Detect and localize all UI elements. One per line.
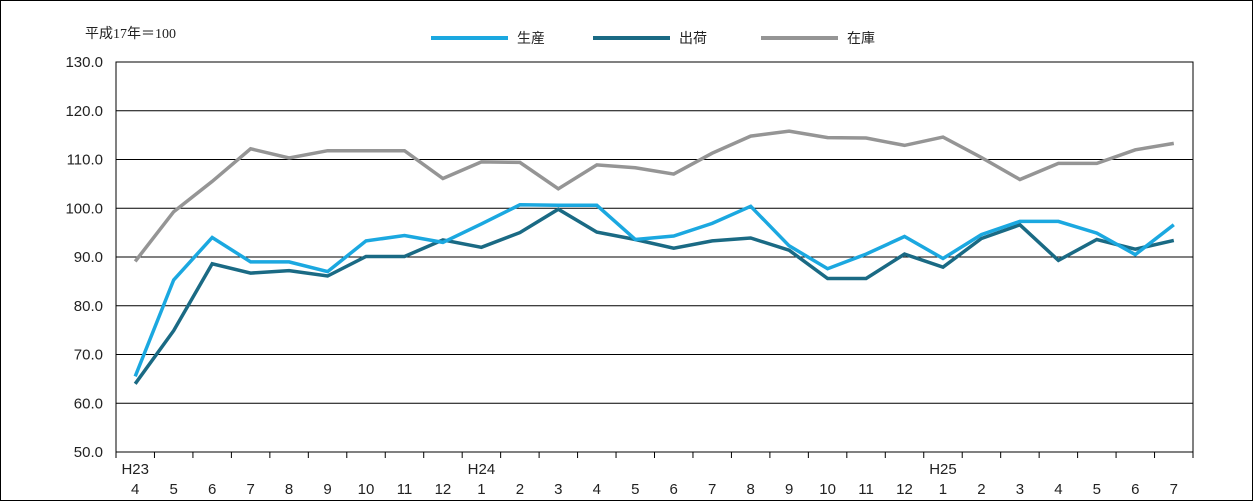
gridlines [116,110,1193,404]
x-tick-label: 6 [670,481,678,498]
x-tick-label: 7 [246,481,254,498]
x-tick-label: 3 [1016,481,1024,498]
x-tick-label: 5 [1093,481,1101,498]
legend-label: 出荷 [679,31,707,47]
x-tick-label: 1 [939,481,947,498]
x-tick-label: 10 [819,481,836,498]
series-line [133,203,1175,378]
plot-area [115,61,1194,453]
y-tick-label: 100.0 [65,200,103,217]
base-year-note: 平成17年＝100 [85,26,176,42]
x-tick-label: 1 [477,481,485,498]
series-lines [133,129,1175,385]
y-tick-label: 80.0 [74,298,103,315]
y-tick-label: 50.0 [74,444,103,461]
x-tick-label: 6 [208,481,216,498]
x-year-label: H23 [121,461,149,478]
x-tick-label: 5 [631,481,639,498]
y-tick-label: 70.0 [74,347,103,364]
x-tick-label: 11 [858,481,874,498]
x-tick-label: 3 [554,481,562,498]
x-tick-label: 7 [708,481,716,498]
x-tick-label: 5 [170,481,178,498]
x-tick-label: 4 [593,481,601,498]
x-tick-label: 4 [131,481,139,498]
x-tick-label: 11 [397,481,413,498]
y-axis: 50.0 60.0 70.0 80.0 90.0 100.0 110.0 120.0 130.0 [65,54,103,461]
y-tick-label: 110.0 [67,152,103,169]
x-year-label: H24 [468,461,496,478]
legend-label: 在庫 [847,30,875,47]
y-tick-label: 130.0 [65,54,103,71]
y-tick-label: 90.0 [74,249,103,266]
y-tick-label: 120.0 [65,103,103,120]
x-year-label: H25 [929,461,957,478]
x-tick-label: 2 [516,481,524,498]
series-line [133,207,1175,385]
x-tick-label: 12 [435,481,452,498]
x-tick-label: 8 [746,481,754,498]
x-tick-label: 7 [1170,481,1178,498]
x-tick-label: 6 [1131,481,1139,498]
x-tick-label: 12 [896,481,913,498]
legend-label: 生産 [517,31,545,47]
x-tick-label: 2 [977,481,985,498]
x-tick-label: 9 [785,481,793,498]
series-line [133,129,1175,263]
x-tick-label: 8 [285,481,293,498]
legend: 生産 出荷 在庫 [431,30,875,47]
y-tick-label: 60.0 [74,395,103,412]
x-tick-label: 10 [358,481,375,498]
x-tick-label: 4 [1054,481,1062,498]
x-tick-label: 9 [323,481,331,498]
